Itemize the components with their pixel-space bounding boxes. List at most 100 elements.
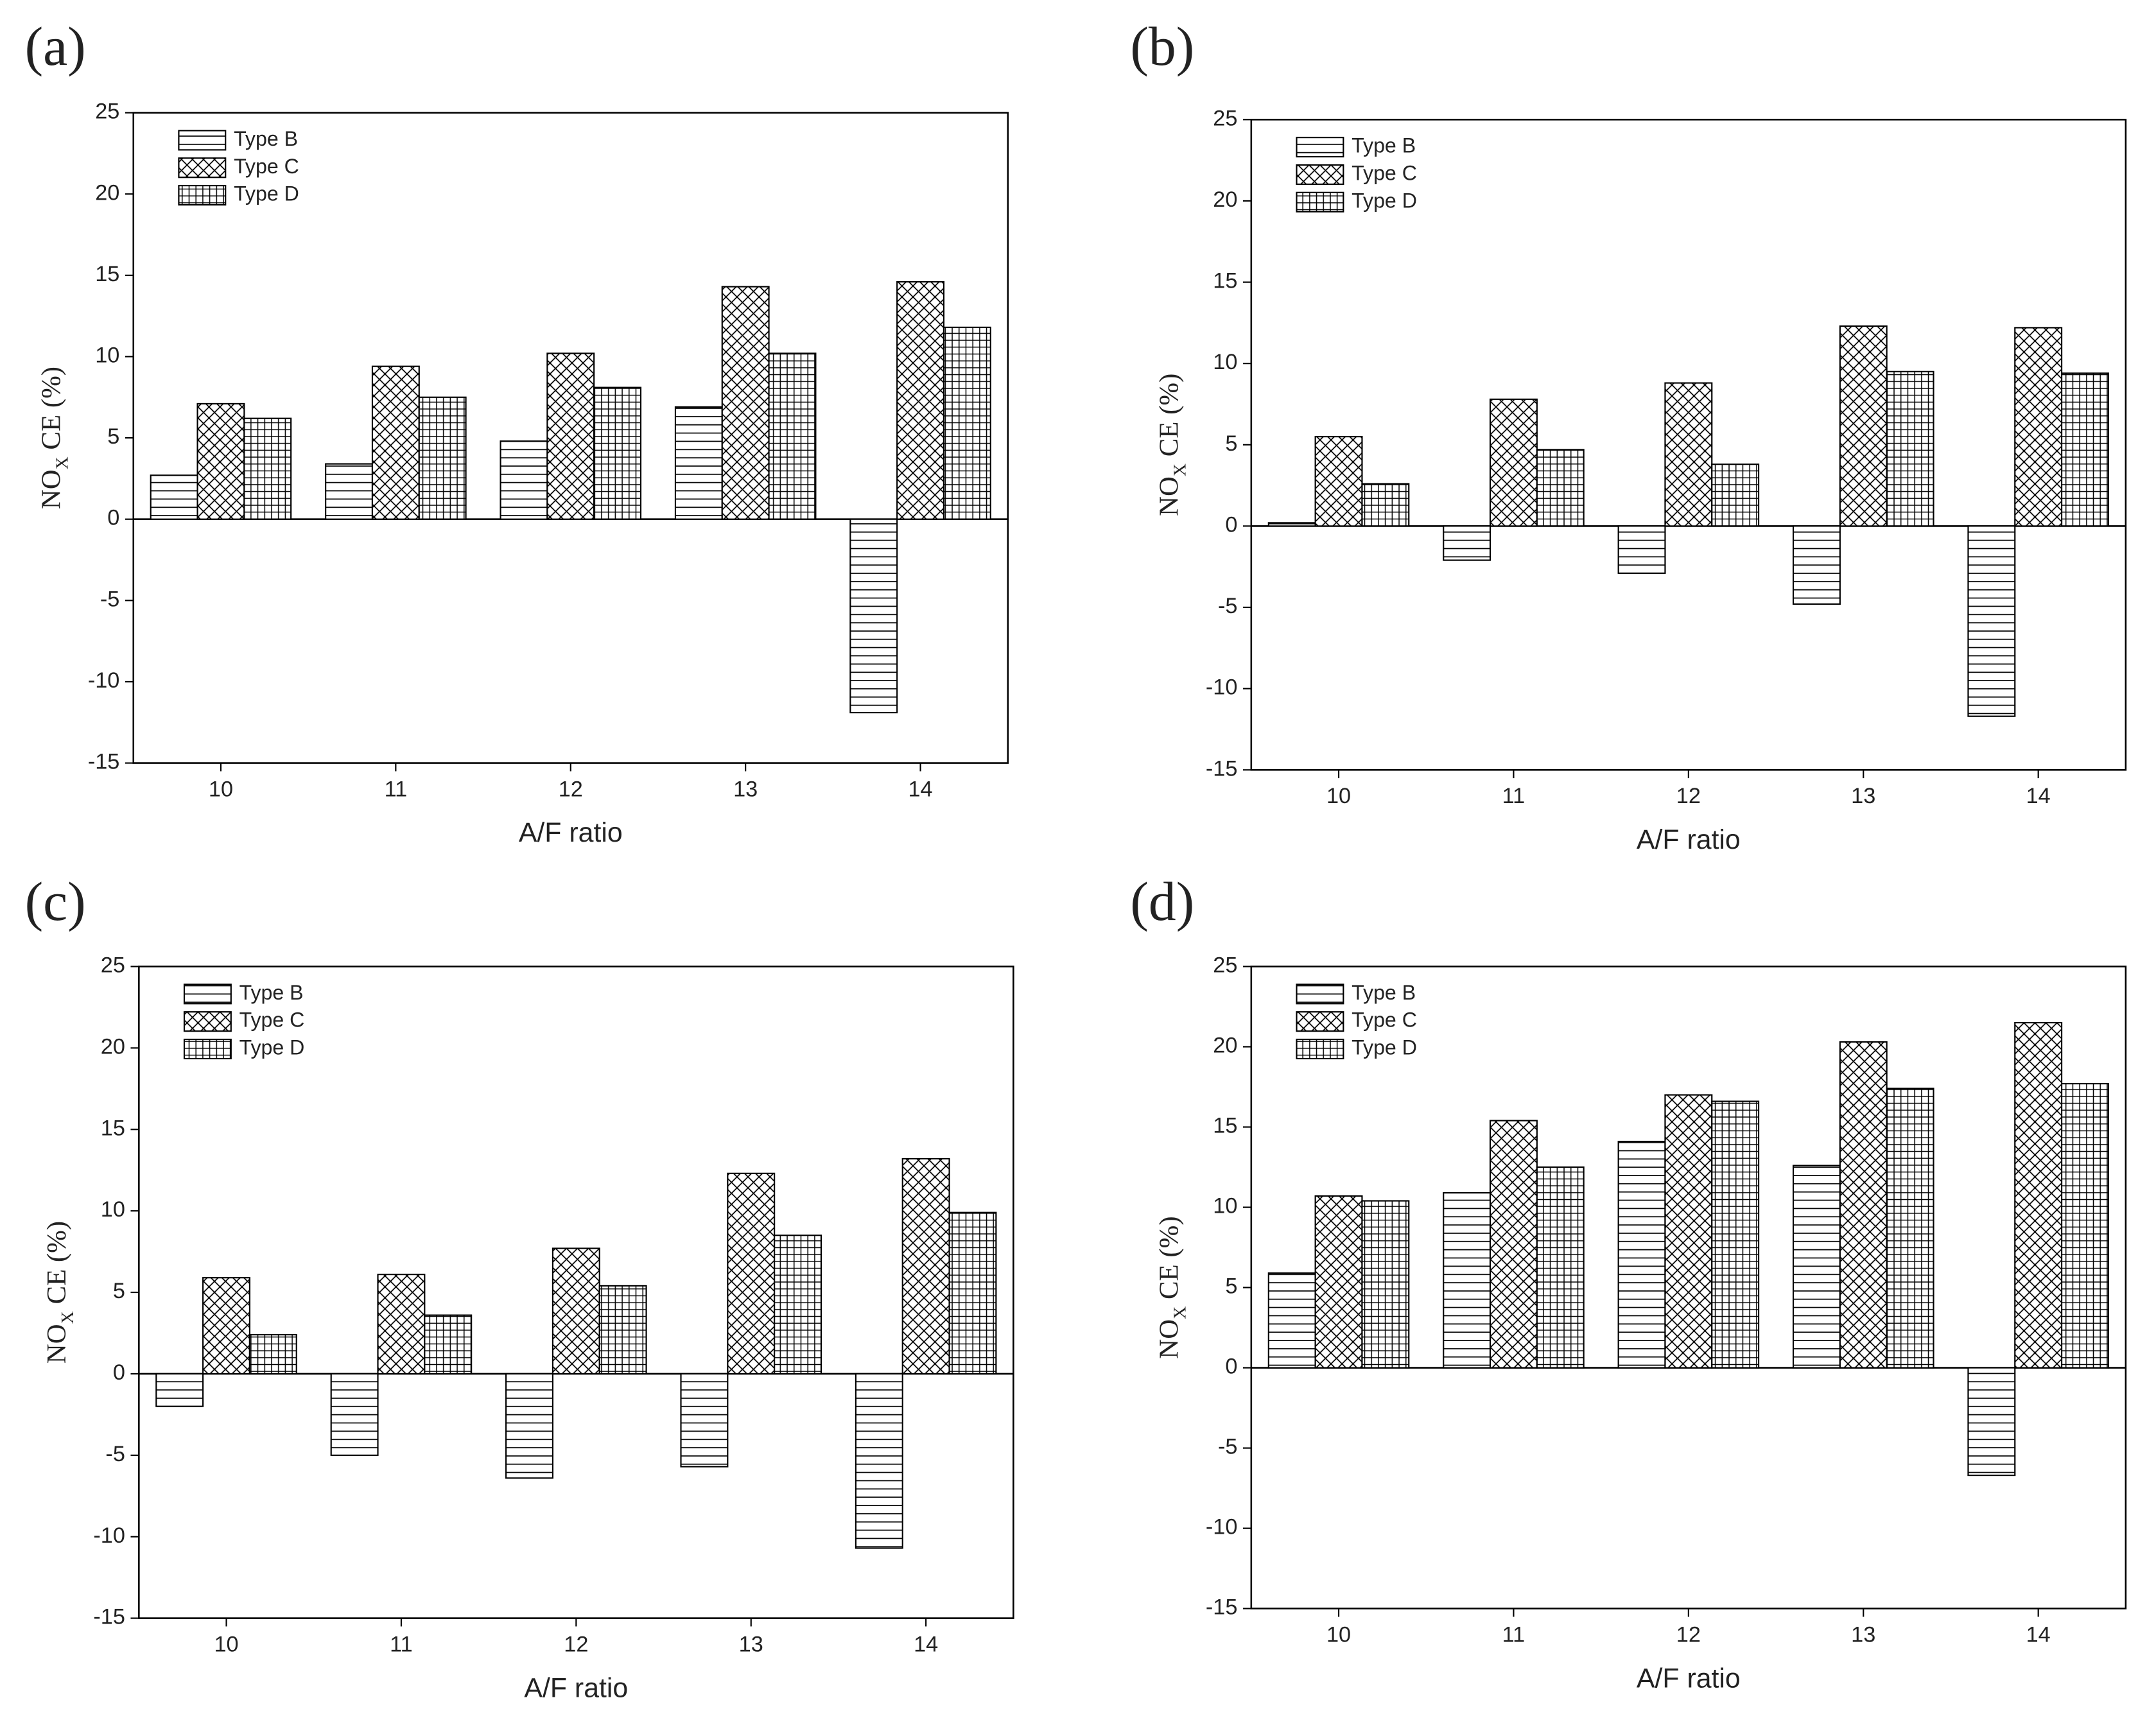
y-axis-label-part: NO — [36, 469, 66, 509]
bar — [1886, 1088, 1934, 1369]
x-tick-label: 10 — [1326, 784, 1351, 808]
bar — [1314, 436, 1363, 527]
x-tick-label: 12 — [1676, 1622, 1701, 1647]
y-tick-label: 5 — [1225, 431, 1237, 456]
y-tick-label: -10 — [93, 1523, 125, 1548]
bar — [330, 1373, 379, 1456]
y-tick-label: 20 — [1213, 1034, 1237, 1058]
y-tick-label: 5 — [113, 1279, 125, 1303]
bar — [1536, 449, 1585, 527]
bar — [1664, 1094, 1713, 1369]
y-axis-label-part: CE (%) — [1154, 1216, 1184, 1306]
y-tick-label: 10 — [1213, 1194, 1237, 1218]
bar — [1443, 525, 1491, 561]
y-tick-label: 10 — [1213, 350, 1237, 374]
bar — [849, 518, 898, 714]
bar — [1267, 1272, 1316, 1369]
legend-swatch — [178, 185, 227, 206]
y-tick-label: 25 — [95, 100, 119, 124]
legend-swatch — [183, 1011, 232, 1032]
bar — [500, 440, 548, 520]
bar — [1489, 1120, 1538, 1369]
x-tick-label: 11 — [390, 1632, 413, 1656]
y-tick-label: 10 — [95, 343, 119, 368]
bar — [593, 386, 642, 520]
bar — [901, 1157, 950, 1375]
bar — [2014, 327, 2063, 527]
y-axis-label-part: CE (%) — [36, 367, 66, 456]
y-axis-label-part: NO — [1154, 1319, 1184, 1359]
x-tick-label: 13 — [1851, 1622, 1875, 1647]
bar — [248, 1333, 297, 1375]
legend-label: Type C — [234, 155, 299, 178]
bar — [1443, 1192, 1491, 1369]
panel: (a) -15 -10 -5 0 5 10 15 20 25 10 11 12 13 14 A/F ratio… — [25, 16, 1009, 848]
bar — [1839, 325, 1888, 527]
x-tick-label: 10 — [209, 777, 233, 801]
y-tick-label: 5 — [107, 424, 119, 449]
x-tick-label: 10 — [1326, 1622, 1351, 1647]
y-tick-label: -5 — [1218, 1435, 1237, 1459]
y-tick-label: -10 — [1206, 675, 1238, 700]
panel-label: (d) — [1130, 871, 1194, 932]
y-axis-label: NOX CE (%) — [42, 1221, 78, 1364]
y-tick-label: 15 — [1213, 269, 1237, 293]
legend-label: Type C — [239, 1009, 305, 1032]
plot-frame — [138, 966, 1014, 1619]
x-axis-label: A/F ratio — [519, 817, 623, 848]
x-axis-label: A/F ratio — [524, 1672, 628, 1703]
bar — [1361, 483, 1410, 527]
legend-swatch — [1296, 137, 1344, 158]
bar — [155, 1373, 204, 1407]
bar — [1967, 1367, 2016, 1477]
bar — [546, 352, 595, 520]
y-tick-label: 20 — [95, 180, 119, 205]
legend-label: Type B — [234, 127, 298, 150]
plot-frame — [1250, 119, 2127, 771]
bar — [1886, 370, 1934, 527]
legend-label: Type B — [1352, 134, 1416, 157]
y-tick-label: 15 — [95, 262, 119, 286]
x-axis-label: A/F ratio — [1637, 824, 1741, 855]
y-axis-label-part: CE (%) — [1154, 374, 1184, 464]
x-tick-label: 11 — [1502, 1622, 1526, 1647]
bar — [552, 1247, 600, 1375]
bar — [1617, 525, 1666, 574]
bar — [2014, 1021, 2063, 1369]
bar — [1536, 1166, 1585, 1369]
bar — [202, 1277, 251, 1375]
bar — [2060, 372, 2109, 527]
bar — [325, 463, 374, 520]
legend-swatch — [178, 130, 227, 151]
legend-label: Type D — [234, 182, 299, 205]
bar — [1617, 1140, 1666, 1369]
panel-label: (c) — [25, 871, 86, 932]
y-tick-label: -5 — [1218, 594, 1237, 618]
y-axis-label-part: X — [52, 456, 72, 469]
plot-frame — [132, 112, 1009, 764]
legend-swatch — [183, 984, 232, 1005]
y-axis-label-part: X — [58, 1311, 78, 1324]
y-axis-label-part: NO — [1154, 476, 1184, 516]
bar — [377, 1274, 426, 1375]
legend-label: Type B — [1352, 981, 1416, 1004]
y-tick-label: -15 — [1206, 756, 1238, 781]
bar — [896, 281, 945, 520]
legend-swatch — [1296, 191, 1344, 212]
bar — [1711, 1100, 1760, 1369]
legend-label: Type D — [239, 1036, 305, 1059]
y-tick-label: 0 — [1225, 512, 1237, 537]
bar — [1839, 1041, 1888, 1369]
y-axis-label-part: CE (%) — [42, 1221, 72, 1311]
legend-label: Type B — [239, 981, 304, 1004]
legend-label: Type D — [1352, 1036, 1417, 1059]
bar — [371, 365, 420, 520]
legend-label: Type C — [1352, 1009, 1417, 1032]
y-tick-label: 15 — [1213, 1114, 1237, 1138]
panel-label: (a) — [25, 16, 86, 77]
bar — [2060, 1082, 2109, 1369]
legend-swatch — [1296, 1011, 1344, 1032]
panel: (c) -15 -10 -5 0 5 10 15 20 25 10 11 12 13 14 A/F ratio… — [25, 871, 1014, 1703]
y-tick-label: 25 — [101, 953, 125, 978]
